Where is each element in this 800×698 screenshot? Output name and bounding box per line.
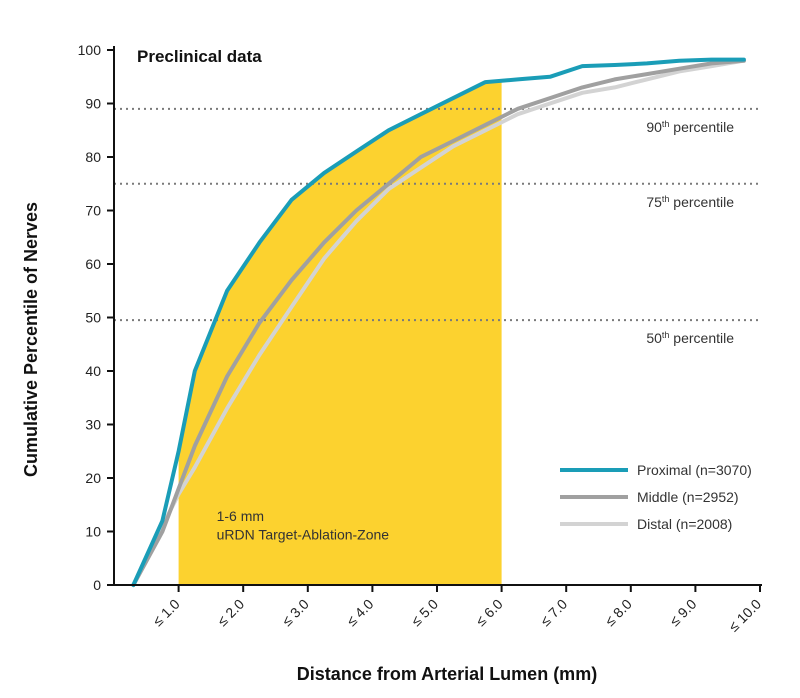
y-tick-label: 20 <box>85 470 101 486</box>
x-tick-label: ≤ 9.0 <box>666 596 699 629</box>
x-tick-label: ≤ 7.0 <box>537 596 570 629</box>
ablation-zone-layer: 1-6 mm uRDN Target-Ablation-Zone <box>178 80 502 585</box>
reference-line-group: 50th percentile <box>114 319 758 346</box>
y-tick-label: 90 <box>85 96 101 112</box>
series-line-distal <box>131 58 746 587</box>
y-tick-label: 60 <box>85 256 101 272</box>
legend-item: Middle (n=2952) <box>560 489 739 505</box>
reference-line-label: 90th percentile <box>646 119 734 135</box>
series-line-proximal <box>131 57 746 587</box>
y-tick-label: 0 <box>93 577 101 593</box>
y-tick-label: 30 <box>85 417 101 433</box>
ablation-zone-fill <box>178 80 502 585</box>
ablation-zone-label-name: uRDN Target-Ablation-Zone <box>217 527 390 543</box>
y-tick-label: 50 <box>85 310 101 326</box>
x-tick-label: ≤ 4.0 <box>343 596 376 629</box>
y-tick-label: 10 <box>85 524 101 540</box>
series-line-middle <box>131 58 746 587</box>
legend-label: Distal (n=2008) <box>637 516 732 532</box>
reference-line-group: 75th percentile <box>114 182 758 210</box>
y-tick-label: 100 <box>78 42 102 58</box>
y-axis-title: Cumulative Percentile of Nerves <box>21 202 41 477</box>
legend-item: Distal (n=2008) <box>560 516 732 532</box>
reference-line-group: 90th percentile <box>114 107 758 135</box>
chart-title: Preclinical data <box>137 47 262 66</box>
legend: Proximal (n=3070) Middle (n=2952) Distal (… <box>560 462 752 532</box>
x-tick-label: ≤ 8.0 <box>602 596 635 629</box>
legend-label: Proximal (n=3070) <box>637 462 752 478</box>
x-tick-label: ≤ 3.0 <box>279 596 312 629</box>
legend-label: Middle (n=2952) <box>637 489 739 505</box>
x-tick-label: ≤ 5.0 <box>408 596 441 629</box>
ablation-zone-label-range: 1-6 mm <box>217 508 264 524</box>
reference-lines: 90th percentile 75th percentile 50th perce… <box>114 107 758 346</box>
x-tick-label: ≤ 6.0 <box>472 596 505 629</box>
x-axis-title: Distance from Arterial Lumen (mm) <box>297 664 597 684</box>
y-tick-label: 70 <box>85 203 101 219</box>
x-tick-label: ≤ 10.0 <box>725 596 764 635</box>
legend-item: Proximal (n=3070) <box>560 462 752 478</box>
x-axis-ticks: ≤ 1.0 ≤ 2.0 ≤ 3.0 ≤ 4.0 ≤ 5.0 ≤ 6.0 ≤ 7.0 ≤ 8.0… <box>149 585 764 635</box>
series-lines <box>131 57 746 587</box>
y-tick-label: 40 <box>85 363 101 379</box>
x-tick-label: ≤ 1.0 <box>149 596 182 629</box>
y-axis-ticks: 0 10 20 30 40 50 60 70 80 90 100 <box>78 42 114 593</box>
reference-line-label: 75th percentile <box>646 194 734 210</box>
reference-line-label: 50th percentile <box>646 330 734 346</box>
y-tick-label: 80 <box>85 149 101 165</box>
x-tick-label: ≤ 2.0 <box>214 596 247 629</box>
